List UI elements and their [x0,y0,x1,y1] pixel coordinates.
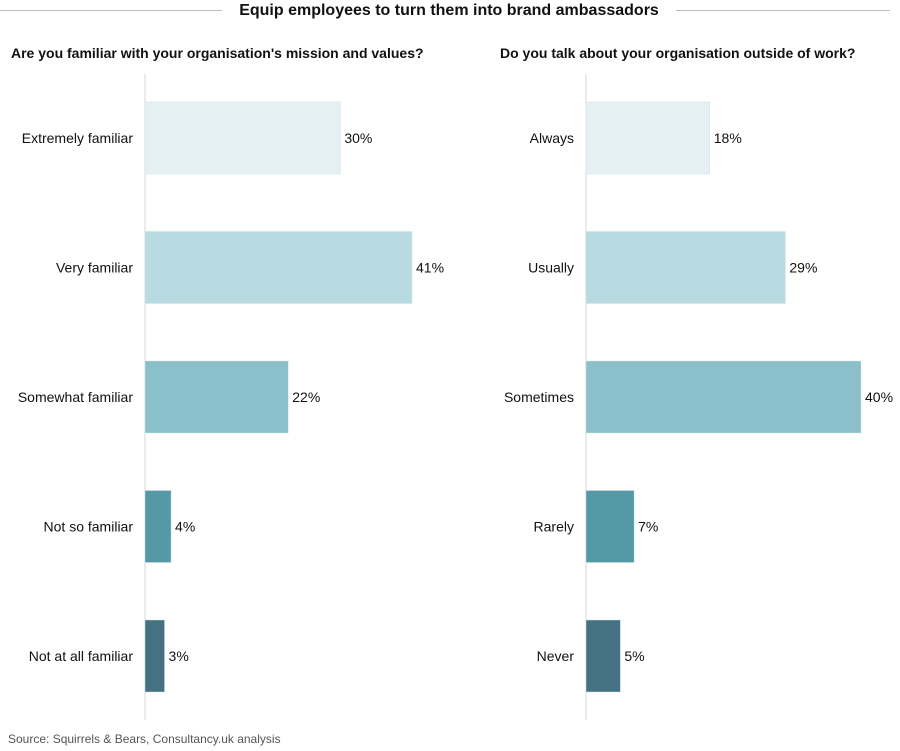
right-value-label-0: 18% [714,130,742,146]
chart-left-title: Are you familiar with your organisation'… [11,45,424,61]
right-value-label-2: 40% [865,389,893,405]
left-category-label-2: Somewhat familiar [18,389,133,405]
left-bar-1 [144,231,413,304]
right-bar-2 [585,360,862,434]
right-bar-0 [585,101,710,175]
chart-left: Extremely familiar 30% Very familiar 41% Som… [18,74,444,720]
right-value-label-3: 7% [638,519,658,535]
left-bar-3 [144,490,172,563]
right-bar-4 [585,619,621,693]
right-value-label-4: 5% [624,648,644,664]
right-category-label-0: Always [530,130,574,146]
right-category-label-4: Never [537,648,575,664]
left-bar-4 [144,619,165,693]
right-value-label-1: 29% [789,260,817,276]
title-rule-left [0,10,222,11]
left-value-label-4: 3% [169,648,189,664]
left-category-label-3: Not so familiar [44,519,134,535]
right-category-label-2: Sometimes [504,389,574,405]
source-note: Source: Squirrels & Bears, Consultancy.u… [8,732,281,746]
right-category-label-3: Rarely [534,519,574,535]
right-bar-1 [585,231,786,304]
chart-right-title: Do you talk about your organisation outs… [500,45,856,61]
right-category-label-1: Usually [528,260,574,276]
title-rule-right [676,10,890,11]
left-value-label-2: 22% [292,389,320,405]
page-title: Equip employees to turn them into brand … [239,2,659,19]
left-value-label-1: 41% [416,260,444,276]
left-bar-0 [144,101,341,175]
left-bar-2 [144,360,289,434]
right-bar-3 [585,490,635,563]
left-category-label-1: Very familiar [56,260,133,276]
left-category-label-0: Extremely familiar [22,130,134,146]
left-category-label-4: Not at all familiar [29,648,134,664]
left-value-label-0: 30% [344,130,372,146]
left-value-label-3: 4% [175,519,195,535]
chart-right: Always 18% Usually 29% Sometimes 40% Rarely 7% N… [504,74,893,720]
